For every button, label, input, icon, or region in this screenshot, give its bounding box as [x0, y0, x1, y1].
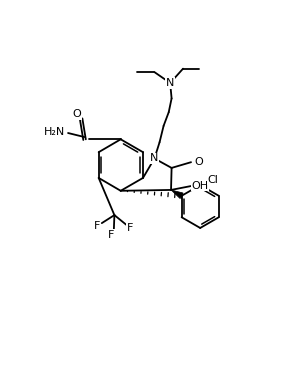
- Text: O: O: [195, 157, 203, 167]
- Text: O: O: [72, 109, 81, 119]
- Text: F: F: [94, 221, 100, 231]
- Text: H₂N: H₂N: [44, 127, 65, 137]
- Polygon shape: [171, 190, 183, 198]
- Text: Cl: Cl: [208, 175, 219, 185]
- Text: N: N: [166, 78, 174, 88]
- Text: F: F: [127, 223, 133, 233]
- Text: OH: OH: [192, 181, 209, 191]
- Text: N: N: [150, 153, 159, 163]
- Text: F: F: [108, 229, 114, 239]
